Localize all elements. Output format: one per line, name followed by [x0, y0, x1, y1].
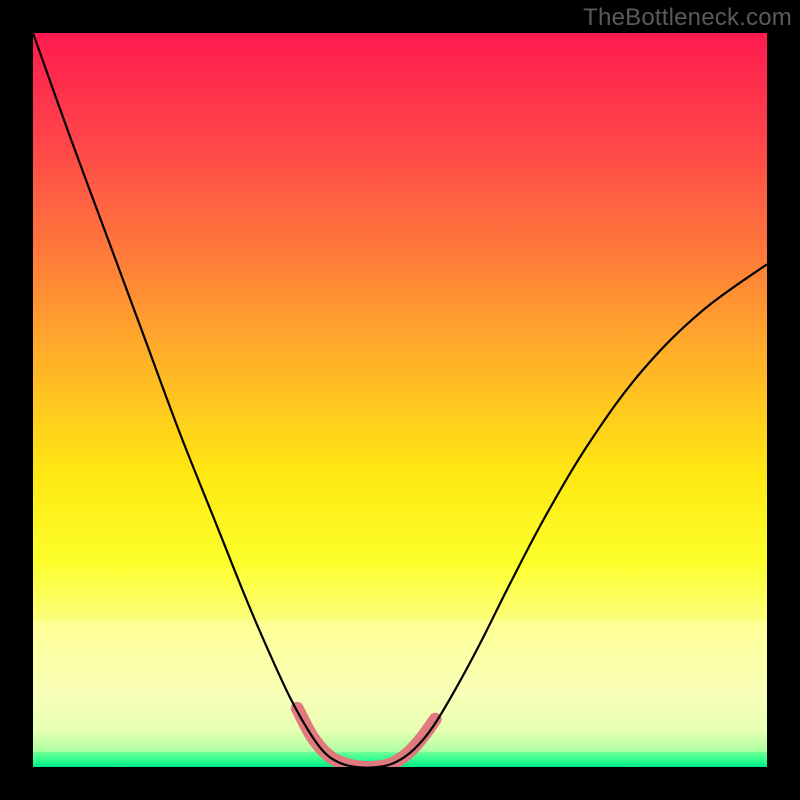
- bottleneck-curve: [33, 33, 767, 767]
- chart-plot-area: [33, 33, 767, 767]
- chart-frame: TheBottleneck.com: [0, 0, 800, 800]
- highlight-segment: [297, 708, 435, 767]
- watermark-text: TheBottleneck.com: [583, 4, 792, 32]
- chart-svg: [33, 33, 767, 767]
